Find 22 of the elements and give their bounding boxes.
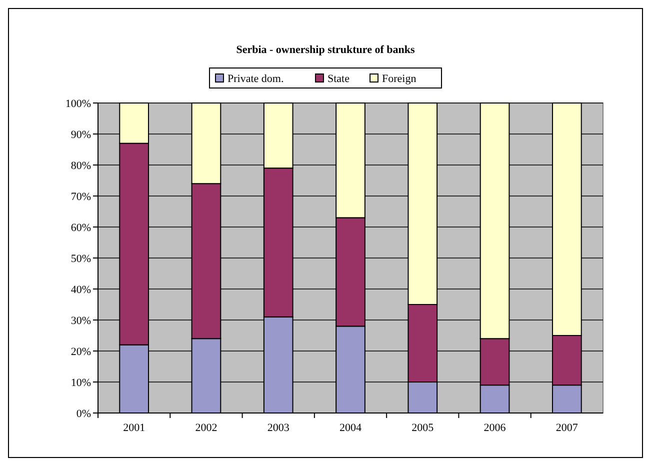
y-tick-label: 10% <box>70 376 91 389</box>
x-tick-label: 2001 <box>123 422 146 434</box>
x-tick-label: 2007 <box>556 422 578 434</box>
legend-label: Private dom. <box>228 73 284 85</box>
y-tick-label: 0% <box>76 408 91 420</box>
x-tick-label: 2002 <box>195 422 218 434</box>
chart-title: Serbia - ownership strukture of banks <box>236 44 416 56</box>
x-tick-label: 2005 <box>412 422 434 434</box>
legend-label: State <box>328 73 350 85</box>
x-tick-label: 2006 <box>484 422 506 434</box>
y-tick-label: 100% <box>65 98 91 110</box>
y-tick-label: 20% <box>70 346 91 358</box>
y-tick-label: 60% <box>70 222 91 234</box>
y-tick-label: 70% <box>70 190 91 203</box>
x-tick-label: 2004 <box>340 422 362 434</box>
y-tick-label: 90% <box>70 128 91 141</box>
y-tick-label: 30% <box>70 314 91 327</box>
y-tick-label: 50% <box>70 252 91 265</box>
x-tick-label: 2003 <box>267 422 290 434</box>
y-tick-label: 80% <box>70 160 91 172</box>
y-tick-label: 40% <box>70 284 91 296</box>
legend-label: Foreign <box>382 73 417 85</box>
